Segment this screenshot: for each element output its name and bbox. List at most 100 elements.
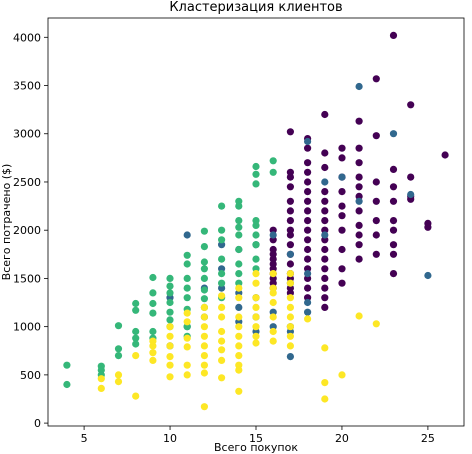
data-point-cluster-1 — [183, 231, 191, 239]
data-point-cluster-2 — [114, 345, 123, 353]
data-point-cluster-3 — [252, 279, 260, 287]
data-point-cluster-0 — [304, 178, 312, 186]
data-point-cluster-0 — [389, 270, 398, 278]
y-tick-label: 2000 — [13, 224, 41, 237]
data-point-cluster-3 — [218, 303, 226, 311]
data-point-cluster-2 — [218, 202, 226, 210]
data-point-cluster-0 — [372, 75, 380, 83]
data-point-cluster-0 — [355, 117, 363, 125]
data-point-cluster-2 — [166, 298, 174, 307]
data-point-cluster-2 — [132, 306, 140, 314]
data-point-cluster-3 — [149, 349, 157, 357]
data-point-cluster-2 — [235, 217, 243, 225]
data-point-cluster-1 — [424, 271, 432, 280]
data-point-cluster-2 — [218, 279, 226, 287]
data-point-cluster-3 — [97, 384, 105, 392]
data-point-cluster-1 — [304, 137, 312, 146]
data-point-cluster-3 — [218, 346, 226, 354]
data-point-cluster-0 — [304, 159, 312, 167]
data-point-cluster-1 — [355, 82, 363, 91]
data-point-cluster-2 — [183, 294, 191, 302]
data-point-cluster-3 — [166, 332, 174, 340]
y-tick-label: 3500 — [13, 80, 41, 93]
data-point-cluster-1 — [304, 270, 312, 278]
data-point-cluster-2 — [183, 274, 191, 282]
data-point-cluster-0 — [321, 197, 329, 205]
data-point-cluster-0 — [304, 207, 312, 215]
data-point-cluster-1 — [389, 130, 398, 138]
data-point-cluster-0 — [286, 173, 294, 181]
data-point-cluster-0 — [389, 241, 398, 249]
data-point-cluster-0 — [321, 265, 329, 273]
data-point-cluster-0 — [355, 159, 363, 167]
data-point-cluster-3 — [166, 323, 174, 331]
data-point-cluster-0 — [372, 132, 380, 140]
data-point-cluster-1 — [286, 250, 294, 258]
data-point-cluster-3 — [304, 315, 312, 323]
data-point-cluster-2 — [166, 308, 174, 316]
data-point-cluster-0 — [389, 197, 398, 205]
data-point-cluster-0 — [304, 168, 312, 176]
data-point-cluster-2 — [132, 340, 140, 348]
data-point-cluster-1 — [321, 231, 329, 239]
data-point-cluster-3 — [321, 344, 329, 352]
data-point-cluster-3 — [252, 332, 260, 340]
data-point-cluster-0 — [286, 260, 294, 268]
data-point-cluster-0 — [286, 231, 294, 239]
data-point-cluster-0 — [321, 294, 329, 302]
data-point-cluster-3 — [235, 332, 243, 340]
data-point-cluster-0 — [321, 163, 329, 172]
data-point-cluster-0 — [321, 303, 329, 311]
data-point-cluster-3 — [200, 361, 208, 369]
data-point-cluster-2 — [218, 226, 226, 234]
data-point-cluster-0 — [338, 202, 346, 210]
data-point-cluster-2 — [200, 265, 208, 273]
data-point-cluster-3 — [166, 353, 174, 361]
data-point-cluster-2 — [183, 284, 191, 292]
data-point-cluster-2 — [235, 245, 243, 254]
data-point-cluster-2 — [200, 295, 208, 303]
data-point-cluster-0 — [304, 197, 312, 205]
data-point-cluster-3 — [235, 313, 243, 321]
data-point-cluster-2 — [183, 251, 191, 259]
x-tick-label: 10 — [163, 432, 177, 445]
data-point-cluster-0 — [321, 217, 329, 225]
data-point-cluster-3 — [286, 279, 294, 287]
data-point-cluster-1 — [338, 173, 346, 181]
data-point-cluster-3 — [149, 356, 157, 364]
y-tick-label: 3000 — [13, 128, 41, 141]
data-point-cluster-1 — [286, 353, 294, 361]
data-point-cluster-3 — [218, 327, 226, 336]
data-point-cluster-3 — [235, 294, 243, 302]
data-point-cluster-0 — [372, 250, 380, 258]
data-point-cluster-2 — [200, 286, 208, 294]
data-point-cluster-3 — [321, 379, 329, 387]
data-point-cluster-2 — [252, 180, 260, 188]
data-point-cluster-2 — [166, 289, 174, 297]
points-layer — [63, 31, 449, 411]
data-point-cluster-3 — [235, 284, 243, 292]
data-point-cluster-3 — [218, 313, 226, 321]
data-point-cluster-0 — [424, 223, 432, 231]
y-tick-label: 1500 — [13, 272, 41, 285]
data-point-cluster-0 — [286, 241, 294, 249]
data-point-cluster-3 — [286, 323, 294, 331]
data-point-cluster-0 — [321, 207, 329, 215]
data-point-cluster-0 — [321, 255, 329, 263]
data-point-cluster-3 — [183, 361, 191, 369]
data-point-cluster-0 — [389, 250, 398, 258]
x-axis: 5 10 15 20 25 — [81, 426, 435, 445]
data-point-cluster-3 — [269, 298, 277, 307]
data-point-cluster-2 — [269, 168, 277, 176]
data-point-cluster-0 — [372, 197, 380, 205]
data-point-cluster-2 — [252, 255, 260, 263]
data-point-cluster-0 — [338, 226, 346, 234]
data-point-cluster-3 — [166, 373, 174, 381]
data-point-cluster-3 — [338, 371, 346, 379]
data-point-cluster-3 — [286, 294, 294, 302]
data-point-cluster-2 — [114, 322, 123, 330]
data-point-cluster-3 — [200, 352, 208, 360]
data-point-cluster-3 — [235, 352, 243, 360]
data-point-cluster-1 — [304, 308, 312, 316]
data-point-cluster-2 — [200, 243, 208, 251]
